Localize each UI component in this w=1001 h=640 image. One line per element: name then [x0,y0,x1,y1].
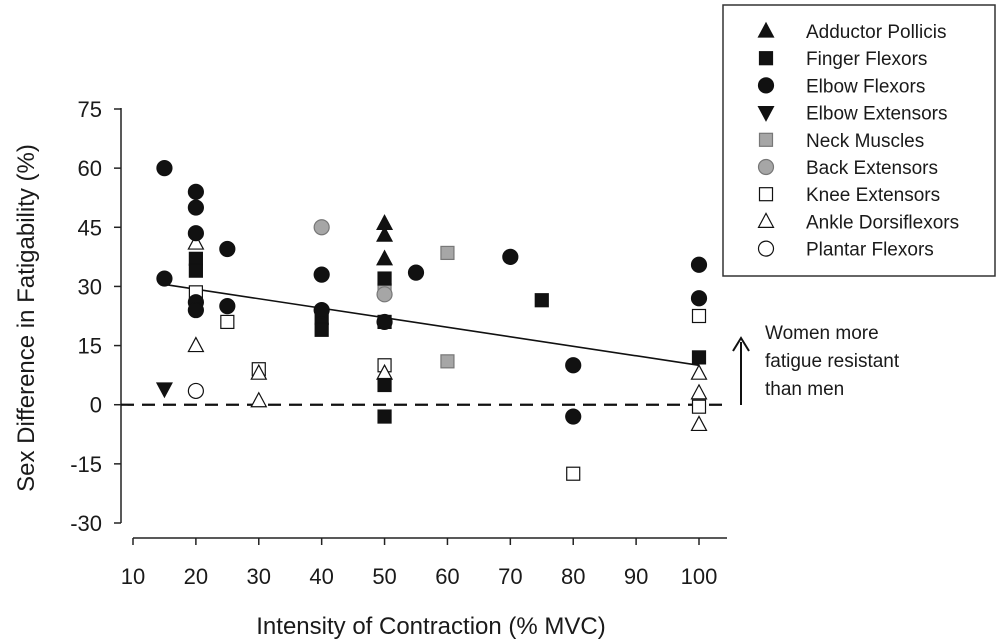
legend-label-ankle-dorsiflexors: Ankle Dorsiflexors [806,212,959,233]
data-point-ankle-dorsiflexors [690,415,708,432]
data-point-elbow-flexors [313,266,330,283]
annotation-line-1: Women more [765,323,879,344]
annotation-women-more-fatigue-resistant: Women more fatigue resistant than men [732,323,900,405]
x-tick-label: 60 [435,564,459,589]
y-tick-label: 30 [78,274,102,299]
data-point-ankle-dorsiflexors [690,363,708,380]
x-tick-label: 70 [498,564,522,589]
data-point-neck-muscles [440,354,455,369]
x-tick-label: 50 [372,564,396,589]
legend-label-elbow-flexors: Elbow Flexors [806,76,925,97]
legend-label-plantar-flexors: Plantar Flexors [806,240,934,261]
data-point-finger-flexors [188,251,203,266]
data-point-ankle-dorsiflexors [250,363,268,380]
legend-marker-plantar-flexors [757,240,775,257]
data-point-elbow-flexors [187,225,204,242]
y-tick-label: 15 [78,334,102,359]
x-tick-label: 90 [624,564,648,589]
trend-line-layer [164,283,700,367]
trend-line [164,283,700,367]
data-point-knee-extensors [566,466,581,481]
y-axis-title: Sex Difference in Fatigability (%) [13,144,40,492]
x-tick-label: 10 [121,564,145,589]
legend-marker-elbow-extensors [757,105,775,122]
legend-marker-adductor-pollicis [757,21,775,38]
y-tick-label: 60 [78,156,102,181]
y-tick-label: -15 [70,452,102,477]
data-point-elbow-flexors [219,298,236,315]
data-point-finger-flexors [377,409,392,424]
legend: Adductor Pollicis Finger Flexors Elbow Fle… [722,4,996,277]
legend-label-knee-extensors: Knee Extensors [806,185,940,206]
legend-marker-back-extensors [757,158,775,176]
data-point-finger-flexors [314,322,329,337]
x-tick-label: 30 [247,564,271,589]
data-point-neck-muscles [440,245,455,261]
data-point-elbow-flexors [187,183,204,200]
data-point-elbow-flexors [156,270,173,287]
data-point-ankle-dorsiflexors [187,336,205,353]
data-point-adductor-pollicis [376,249,394,266]
legend-label-finger-flexors: Finger Flexors [806,49,927,70]
data-point-finger-flexors [188,263,203,278]
data-point-elbow-flexors [376,313,393,331]
legend-label-back-extensors: Back Extensors [806,158,938,179]
data-point-knee-extensors [691,399,707,414]
data-point-ankle-dorsiflexors [690,383,708,400]
data-point-finger-flexors [377,271,392,286]
data-point-elbow-flexors [502,248,519,265]
data-point-elbow-flexors [156,160,173,177]
data-point-elbow-flexors [407,264,425,281]
data-point-finger-flexors [377,377,392,393]
legend-marker-finger-flexors [758,51,774,66]
data-point-ankle-dorsiflexors [187,233,205,250]
data-point-elbow-flexors [313,301,330,319]
y-tick-label: 0 [90,393,102,418]
annotation-arrow-head [732,336,750,352]
x-axis-title: Intensity of Contraction (% MVC) [256,613,605,640]
x-tick-label: 20 [184,564,208,589]
data-point-plantar-flexors [187,382,204,400]
data-point-elbow-extensors [155,382,173,399]
legend-label-neck-muscles: Neck Muscles [806,131,924,152]
data-points [155,160,708,481]
data-point-back-extensors [376,286,393,303]
data-point-finger-flexors [534,293,549,308]
legend-marker-knee-extensors [758,187,774,202]
data-point-elbow-flexors [690,256,708,273]
legend-label-adductor-pollicis: Adductor Pollicis [806,22,946,43]
data-point-knee-extensors [220,314,235,330]
x-tick-label: 40 [309,564,333,589]
data-point-knee-extensors [691,308,707,324]
data-point-finger-flexors [691,350,707,365]
annotation-line-3: than men [765,379,844,400]
legend-marker-neck-muscles [758,132,774,147]
legend-marker-elbow-flexors [757,77,775,94]
data-point-elbow-flexors [187,199,204,216]
data-point-elbow-flexors [565,408,582,425]
y-tick-label: 75 [78,97,102,122]
data-point-elbow-flexors [565,357,582,374]
data-point-elbow-flexors [187,301,204,319]
axes: -30 -15 0 15 30 45 60 75 10 20 30 40 50 60 70 80 90 100 [70,97,727,589]
data-point-ankle-dorsiflexors [250,391,268,408]
legend-marker-ankle-dorsiflexors [757,212,775,228]
data-point-elbow-flexors [219,240,236,258]
legend-label-elbow-extensors: Elbow Extensors [806,104,948,125]
annotation-line-2: fatigue resistant [765,351,900,372]
data-point-back-extensors [313,219,330,236]
x-tick-label: 100 [681,564,718,589]
data-point-elbow-flexors [690,290,708,307]
y-tick-label: -30 [70,511,102,536]
data-point-adductor-pollicis [376,225,394,242]
y-tick-label: 45 [78,215,102,240]
x-tick-label: 80 [561,564,585,589]
